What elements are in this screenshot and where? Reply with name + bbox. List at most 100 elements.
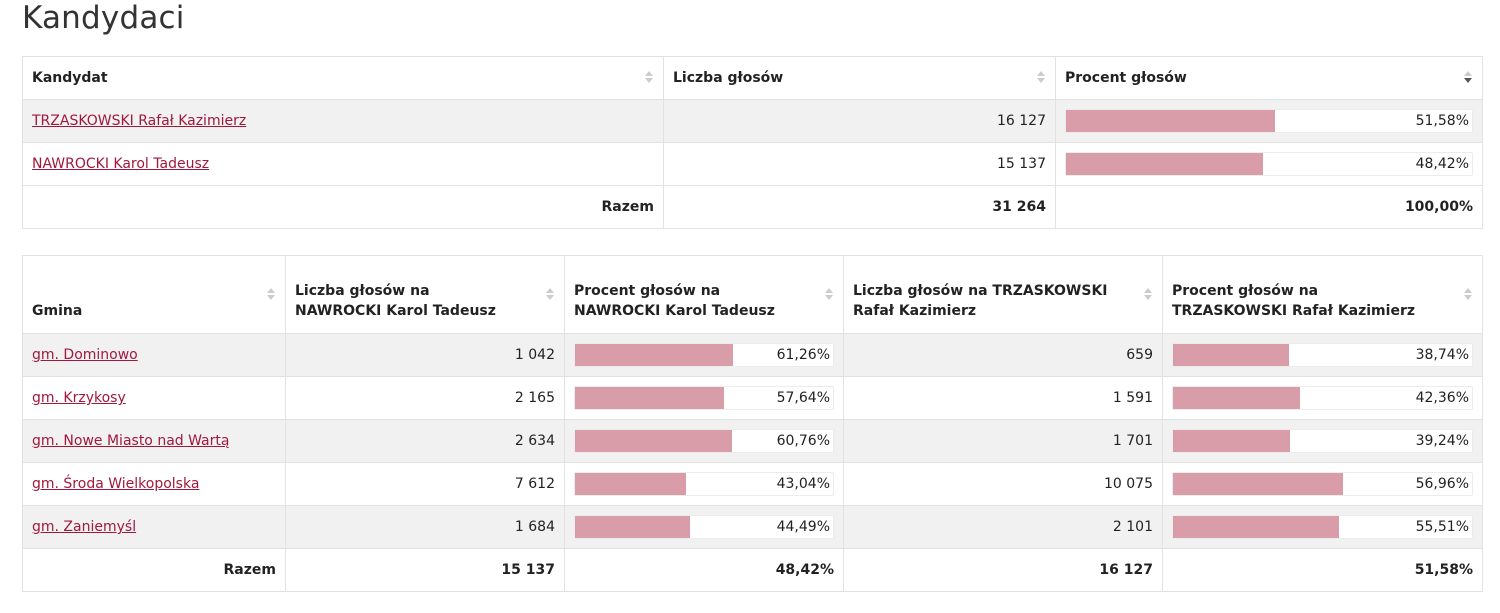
- gmina-link[interactable]: gm. Krzykosy: [32, 390, 126, 406]
- percent-value: 51,58%: [1415, 113, 1469, 129]
- percent-bar-fill: [1066, 110, 1276, 132]
- votes-b-column-header[interactable]: Liczba głosów na TRZASKOWSKI Rafał Kazim…: [843, 255, 1163, 334]
- votes-b-cell: 659: [843, 333, 1163, 377]
- candidates-header-row: Kandydat Liczba głosów Procent głosów: [22, 56, 1483, 100]
- percent-bar: 42,36%: [1172, 386, 1473, 410]
- percent-a-column-header[interactable]: Procent głosów na NAWROCKI Karol Tadeusz: [564, 255, 844, 334]
- percent-bar: 57,64%: [574, 386, 834, 410]
- total-row: Razem 31 264 100,00%: [22, 185, 1483, 229]
- percent-bar: 44,49%: [574, 515, 834, 539]
- percent-value: 48,42%: [1415, 156, 1469, 172]
- gmina-cell: gm. Zaniemyśl: [22, 505, 286, 549]
- table-row: NAWROCKI Karol Tadeusz 15 137 48,42%: [22, 142, 1483, 186]
- percent-value: 61,26%: [776, 347, 830, 363]
- votes-a-column-header[interactable]: Liczba głosów na NAWROCKI Karol Tadeusz: [285, 255, 565, 334]
- gmina-cell: gm. Krzykosy: [22, 376, 286, 420]
- percent-bar-fill: [1173, 516, 1339, 538]
- sort-icon[interactable]: [267, 287, 275, 302]
- percent-bar-fill: [1173, 430, 1291, 452]
- gmina-cell: gm. Środa Wielkopolska: [22, 462, 286, 506]
- candidate-cell: TRZASKOWSKI Rafał Kazimierz: [22, 99, 664, 143]
- votes-column-header[interactable]: Liczba głosów: [663, 56, 1056, 100]
- votes-b-cell: 1 591: [843, 376, 1163, 420]
- percent-a-header-label: Procent głosów na NAWROCKI Karol Tadeusz: [574, 283, 775, 319]
- sort-icon[interactable]: [1464, 287, 1472, 302]
- total-votes-b: 16 127: [843, 548, 1163, 592]
- percent-b-column-header[interactable]: Procent głosów na TRZASKOWSKI Rafał Kazi…: [1162, 255, 1483, 334]
- percent-value: 42,36%: [1415, 390, 1469, 406]
- votes-a-cell: 7 612: [285, 462, 565, 506]
- percent-b-header-label: Procent głosów na TRZASKOWSKI Rafał Kazi…: [1172, 283, 1415, 319]
- percent-bar-fill: [575, 344, 734, 366]
- percent-bar-fill: [575, 516, 690, 538]
- page-title: Kandydaci: [22, 0, 185, 36]
- votes-a-header-label: Liczba głosów na NAWROCKI Karol Tadeusz: [295, 283, 496, 319]
- percent-header-label: Procent głosów: [1065, 70, 1187, 86]
- percent-column-header[interactable]: Procent głosów: [1055, 56, 1483, 100]
- candidate-link[interactable]: NAWROCKI Karol Tadeusz: [32, 156, 210, 172]
- total-percent-a: 48,42%: [564, 548, 844, 592]
- votes-cell: 15 137: [663, 142, 1056, 186]
- table-row: gm. Środa Wielkopolska 7 612 43,04% 10 0…: [22, 462, 1483, 506]
- gmina-link[interactable]: gm. Środa Wielkopolska: [32, 476, 200, 492]
- gmina-header-label: Gmina: [32, 303, 83, 319]
- gmina-link[interactable]: gm. Zaniemyśl: [32, 519, 137, 535]
- percent-cell: 48,42%: [1055, 142, 1483, 186]
- percent-bar-fill: [575, 387, 724, 409]
- votes-a-cell: 1 684: [285, 505, 565, 549]
- percent-bar-fill: [1173, 344, 1289, 366]
- percent-bar-fill: [575, 430, 732, 452]
- percent-a-cell: 61,26%: [564, 333, 844, 377]
- total-percent: 100,00%: [1055, 185, 1483, 229]
- percent-bar: 43,04%: [574, 472, 834, 496]
- candidate-cell: NAWROCKI Karol Tadeusz: [22, 142, 664, 186]
- gmina-link[interactable]: gm. Nowe Miasto nad Wartą: [32, 433, 230, 449]
- sort-icon[interactable]: [1037, 71, 1045, 85]
- sort-icon[interactable]: [546, 287, 554, 302]
- percent-bar: 55,51%: [1172, 515, 1473, 539]
- percent-bar-fill: [1066, 153, 1263, 175]
- percent-value: 38,74%: [1415, 347, 1469, 363]
- gmina-link[interactable]: gm. Dominowo: [32, 347, 138, 363]
- sort-icon[interactable]: [825, 287, 833, 302]
- percent-value: 56,96%: [1415, 476, 1469, 492]
- candidates-table: Kandydat Liczba głosów Procent głosów TR…: [22, 56, 1483, 229]
- total-label: Razem: [22, 548, 286, 592]
- votes-a-cell: 2 165: [285, 376, 565, 420]
- percent-bar-fill: [575, 473, 687, 495]
- gmina-cell: gm. Dominowo: [22, 333, 286, 377]
- percent-value: 39,24%: [1415, 433, 1469, 449]
- candidate-column-header[interactable]: Kandydat: [22, 56, 664, 100]
- gmina-column-header[interactable]: Gmina: [22, 255, 286, 334]
- table-row: gm. Nowe Miasto nad Wartą 2 634 60,76% 1…: [22, 419, 1483, 463]
- percent-a-cell: 44,49%: [564, 505, 844, 549]
- sort-icon[interactable]: [645, 71, 653, 85]
- votes-cell: 16 127: [663, 99, 1056, 143]
- percent-b-cell: 42,36%: [1162, 376, 1483, 420]
- candidate-header-label: Kandydat: [32, 70, 108, 86]
- percent-a-cell: 60,76%: [564, 419, 844, 463]
- percent-a-cell: 43,04%: [564, 462, 844, 506]
- total-percent-b: 51,58%: [1162, 548, 1483, 592]
- percent-value: 57,64%: [776, 390, 830, 406]
- percent-bar: 56,96%: [1172, 472, 1473, 496]
- total-row: Razem 15 137 48,42% 16 127 51,58%: [22, 548, 1483, 592]
- votes-a-cell: 2 634: [285, 419, 565, 463]
- sort-icon[interactable]: [1144, 287, 1152, 302]
- votes-b-cell: 2 101: [843, 505, 1163, 549]
- total-votes-a: 15 137: [285, 548, 565, 592]
- candidate-link[interactable]: TRZASKOWSKI Rafał Kazimierz: [32, 113, 247, 129]
- votes-header-label: Liczba głosów: [673, 70, 784, 86]
- municipalities-header-row: Gmina Liczba głosów na NAWROCKI Karol Ta…: [22, 255, 1483, 334]
- percent-a-cell: 57,64%: [564, 376, 844, 420]
- percent-b-cell: 56,96%: [1162, 462, 1483, 506]
- table-row: gm. Krzykosy 2 165 57,64% 1 591 42,36%: [22, 376, 1483, 420]
- total-label: Razem: [22, 185, 664, 229]
- total-votes: 31 264: [663, 185, 1056, 229]
- sort-desc-icon[interactable]: [1464, 71, 1472, 85]
- percent-bar-fill: [1173, 473, 1344, 495]
- percent-value: 60,76%: [776, 433, 830, 449]
- percent-bar: 61,26%: [574, 343, 834, 367]
- percent-bar: 51,58%: [1065, 109, 1473, 133]
- table-row: gm. Dominowo 1 042 61,26% 659 38,74%: [22, 333, 1483, 377]
